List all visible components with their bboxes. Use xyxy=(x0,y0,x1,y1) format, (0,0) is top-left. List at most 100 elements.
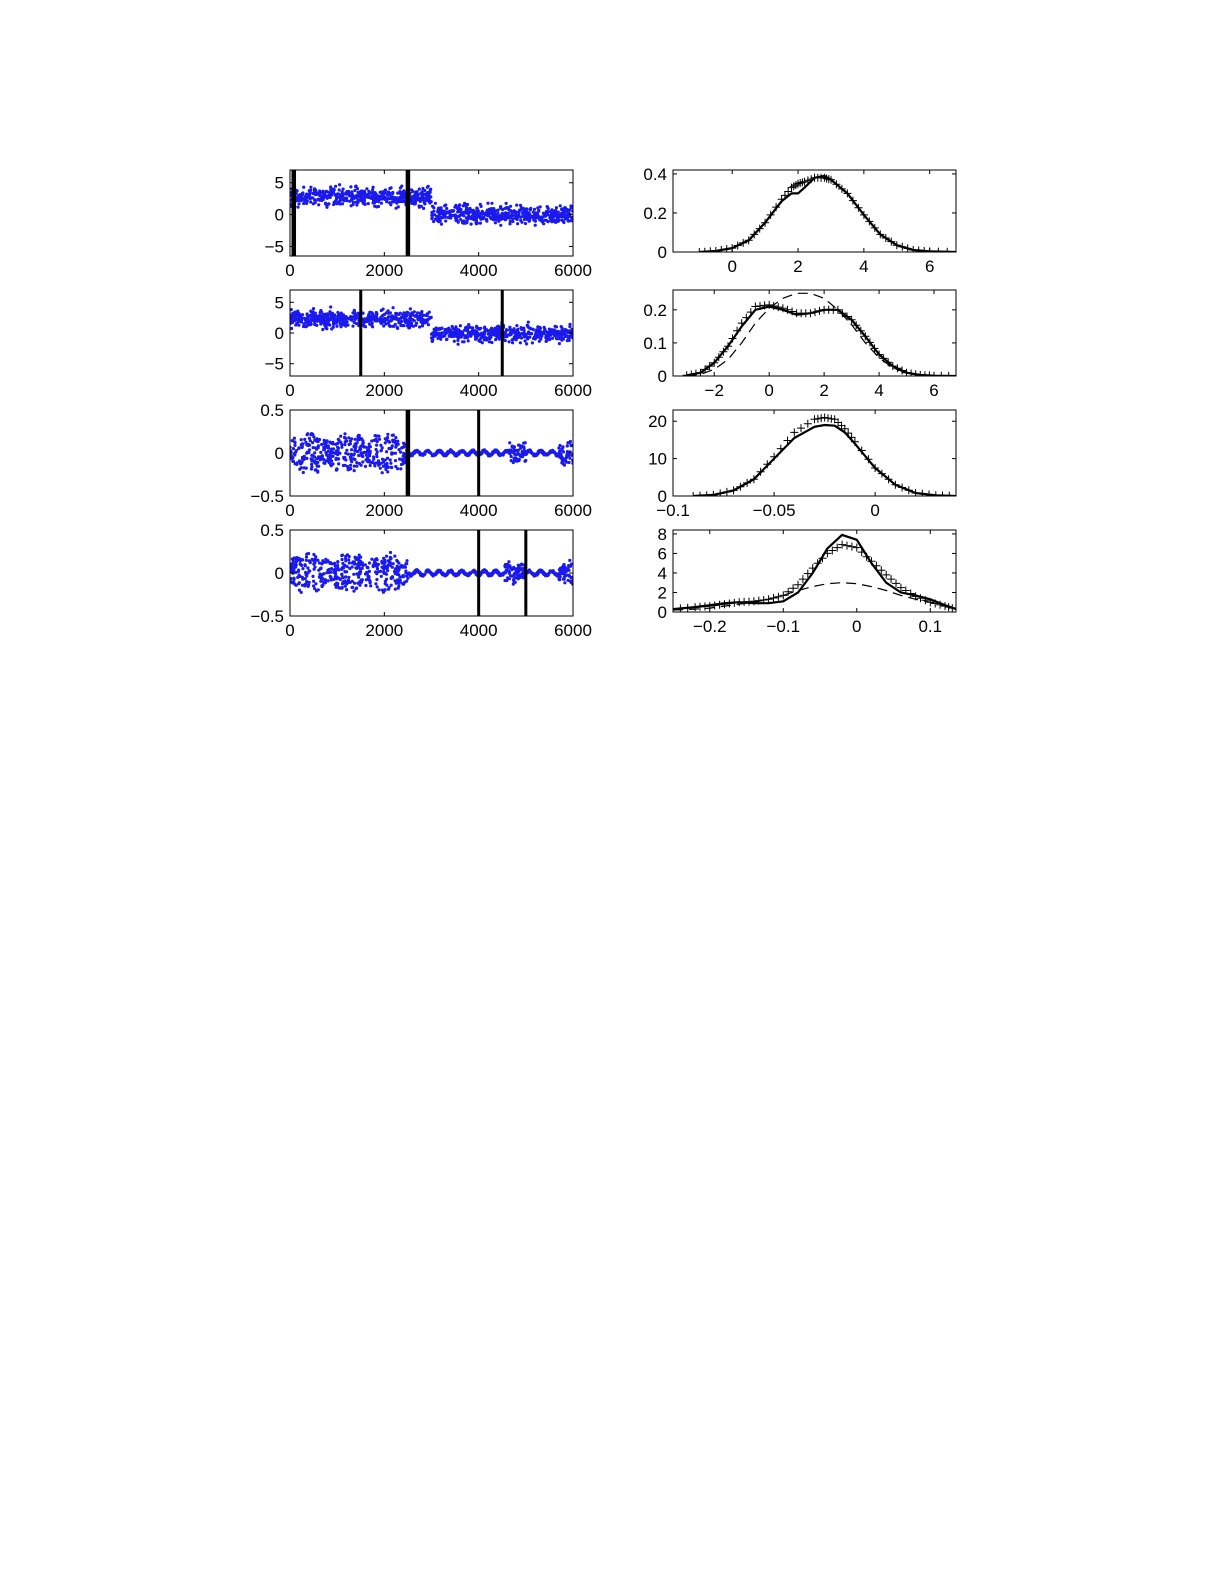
data-point xyxy=(334,575,338,579)
data-point xyxy=(290,317,295,321)
data-point xyxy=(394,464,398,469)
data-point xyxy=(335,467,339,471)
data-point xyxy=(329,193,333,197)
data-point xyxy=(353,314,357,318)
data-point xyxy=(364,458,368,462)
data-point xyxy=(522,217,527,222)
data-point xyxy=(395,201,399,205)
data-point xyxy=(567,568,571,572)
data-point xyxy=(344,575,348,579)
x-tick-label: 0.1 xyxy=(918,617,942,636)
data-point xyxy=(431,454,435,458)
data-point xyxy=(344,315,348,319)
data-point xyxy=(515,573,519,577)
data-point xyxy=(388,555,392,559)
data-point xyxy=(328,561,332,565)
data-point xyxy=(345,448,349,452)
marker-point xyxy=(717,246,726,252)
data-point xyxy=(546,207,550,211)
data-point xyxy=(306,432,310,436)
data-point xyxy=(312,435,316,439)
data-point xyxy=(425,198,429,202)
data-point xyxy=(392,195,396,200)
data-point xyxy=(332,577,336,582)
x-tick-label: −0.1 xyxy=(656,501,690,520)
data-point xyxy=(370,311,374,315)
data-point xyxy=(372,191,376,196)
marker-point xyxy=(879,354,888,363)
data-point xyxy=(503,339,507,343)
data-point xyxy=(522,335,526,339)
data-point xyxy=(519,218,523,222)
solid-curve-d2 xyxy=(686,305,956,376)
data-point xyxy=(314,191,318,195)
data-point xyxy=(369,314,373,318)
marker-point xyxy=(791,181,800,189)
data-point xyxy=(310,457,314,461)
data-point xyxy=(291,456,295,460)
data-point xyxy=(389,319,393,323)
y-tick-label: −5 xyxy=(265,355,284,374)
data-point xyxy=(474,335,478,339)
data-point xyxy=(462,340,466,344)
marker-point xyxy=(898,366,906,375)
marker-point xyxy=(827,175,835,184)
data-point xyxy=(354,322,359,326)
marker-point xyxy=(823,549,832,558)
data-point xyxy=(449,568,453,573)
data-point xyxy=(388,324,392,328)
data-point xyxy=(494,338,498,342)
data-point xyxy=(341,187,345,191)
data-point xyxy=(448,213,452,217)
data-point xyxy=(480,334,484,338)
data-point xyxy=(382,567,386,571)
data-point xyxy=(347,558,351,562)
data-point xyxy=(377,588,381,592)
data-point xyxy=(468,334,472,338)
data-point xyxy=(305,312,309,316)
data-point xyxy=(507,577,511,581)
data-point xyxy=(568,439,573,444)
x-tick-label: 4 xyxy=(859,257,868,276)
data-point xyxy=(540,450,544,454)
data-point xyxy=(524,452,529,456)
data-point xyxy=(446,215,450,220)
marker-point xyxy=(838,309,847,318)
marker-point xyxy=(906,589,915,598)
data-point xyxy=(372,457,376,461)
data-point xyxy=(337,462,341,466)
data-point xyxy=(389,576,393,580)
data-point xyxy=(398,311,402,315)
marker-point xyxy=(865,338,874,347)
data-point xyxy=(312,562,316,566)
marker-point xyxy=(843,541,851,550)
data-point xyxy=(358,436,362,440)
data-point xyxy=(443,328,447,332)
data-point xyxy=(435,328,440,332)
data-point xyxy=(327,567,331,572)
data-point xyxy=(302,201,306,206)
x-tick-label: 0 xyxy=(852,617,861,636)
data-point xyxy=(503,578,507,583)
data-point xyxy=(293,462,297,466)
data-point xyxy=(344,192,348,196)
data-point xyxy=(393,554,397,558)
data-point xyxy=(564,455,569,460)
data-point xyxy=(567,564,571,568)
data-point xyxy=(391,433,395,437)
data-point xyxy=(499,206,503,210)
data-point xyxy=(316,470,320,474)
data-point xyxy=(291,447,295,451)
data-point xyxy=(301,458,305,462)
data-point xyxy=(353,449,357,453)
data-point xyxy=(554,452,558,456)
marker-point xyxy=(756,302,764,310)
data-point xyxy=(388,447,393,451)
data-point xyxy=(469,222,473,226)
data-point xyxy=(334,201,338,205)
data-point xyxy=(562,567,566,572)
data-point xyxy=(301,577,305,581)
data-point xyxy=(530,341,535,345)
data-point xyxy=(464,334,469,338)
data-point xyxy=(399,315,403,319)
